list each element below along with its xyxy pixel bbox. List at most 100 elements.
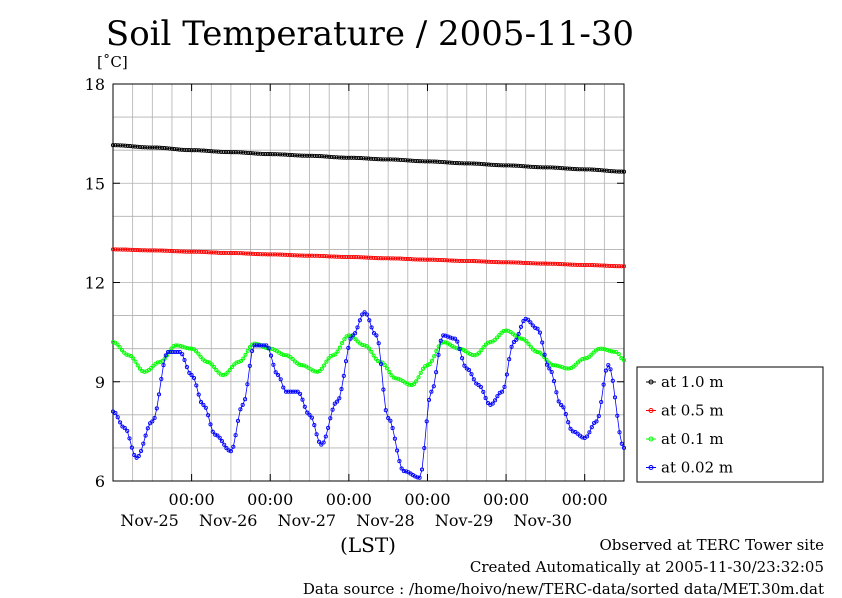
data-point: [553, 165, 558, 170]
data-point: [596, 414, 601, 419]
data-point: [509, 344, 514, 349]
data-point: [516, 331, 521, 337]
data-point: [436, 352, 441, 357]
data-point: [459, 161, 464, 166]
data-point: [427, 159, 432, 164]
data-point: [322, 363, 327, 368]
data-point: [128, 354, 134, 359]
data-point: [336, 254, 342, 259]
data-point: [561, 405, 566, 410]
data-point: [442, 258, 447, 263]
data-point: [168, 349, 173, 355]
data-point: [565, 166, 570, 171]
data-point: [255, 252, 260, 257]
data-point: [265, 152, 270, 157]
data-point: [430, 159, 435, 164]
data-point: [307, 253, 312, 258]
data-point: [233, 433, 238, 438]
data-point: [122, 426, 127, 431]
data-point: [212, 364, 217, 370]
data-point: [255, 151, 260, 156]
data-point: [349, 155, 354, 160]
data-point: [351, 255, 356, 260]
data-point: [434, 370, 439, 375]
series-line: [112, 311, 625, 479]
data-point: [371, 353, 376, 358]
data-point: [290, 389, 296, 394]
data-point: [563, 412, 568, 417]
data-point: [401, 469, 406, 474]
data-point: [508, 260, 514, 265]
data-point: [123, 143, 128, 148]
data-point: [424, 419, 429, 424]
series-at-1-0-m: [110, 143, 627, 174]
y-tick-label: 15: [85, 174, 105, 193]
data-point: [555, 363, 560, 368]
data-point: [324, 254, 329, 259]
data-point: [605, 347, 610, 353]
data-point: [617, 264, 622, 269]
data-point: [533, 325, 538, 330]
data-point: [391, 375, 396, 380]
data-point: [383, 157, 388, 162]
data-point: [279, 351, 284, 357]
data-point: [155, 145, 160, 150]
data-point: [469, 372, 474, 377]
data-point: [120, 143, 125, 148]
data-point: [287, 152, 292, 158]
data-point: [551, 363, 556, 368]
data-point: [160, 145, 165, 150]
data-point: [448, 335, 453, 340]
data-point: [614, 169, 619, 174]
x-axis-label: (LST): [340, 533, 396, 557]
data-point: [392, 436, 397, 441]
data-point: [226, 250, 231, 256]
data-point: [273, 152, 278, 157]
data-point: [600, 346, 605, 351]
data-point: [523, 260, 528, 266]
data-point: [540, 261, 545, 266]
data-point: [590, 263, 595, 268]
data-point: [275, 152, 280, 157]
data-point: [542, 352, 547, 357]
data-point: [233, 251, 238, 256]
data-point: [388, 256, 393, 261]
data-point: [115, 143, 120, 148]
data-point: [316, 439, 322, 444]
data-point: [225, 370, 230, 375]
data-point: [360, 342, 365, 347]
data-point: [283, 353, 289, 358]
data-point: [585, 262, 590, 268]
data-point: [413, 158, 418, 164]
data-point: [290, 253, 295, 258]
data-point: [120, 247, 125, 252]
data-point: [547, 366, 552, 371]
data-point: [506, 260, 511, 265]
data-point: [531, 261, 536, 266]
data-point: [599, 168, 604, 173]
data-point: [198, 400, 204, 405]
data-point: [577, 167, 582, 172]
data-point: [490, 401, 495, 406]
data-point: [133, 359, 138, 364]
data-point: [253, 151, 258, 156]
data-point: [123, 247, 128, 252]
data-point: [610, 378, 615, 383]
data-point: [213, 432, 218, 437]
data-point: [140, 145, 145, 150]
data-point: [407, 382, 412, 387]
data-point: [566, 420, 571, 425]
data-point: [607, 348, 612, 353]
data-point: [486, 259, 491, 264]
data-point: [516, 163, 521, 168]
data-point: [386, 416, 391, 421]
series-at-0-02-m: [110, 310, 627, 480]
data-point: [319, 154, 324, 159]
data-point: [263, 152, 268, 157]
data-point: [567, 262, 573, 267]
data-point: [454, 161, 459, 166]
data-point: [238, 358, 244, 364]
series-at-0-5-m: [110, 247, 627, 269]
data-point: [135, 363, 140, 368]
data-point: [611, 349, 616, 354]
